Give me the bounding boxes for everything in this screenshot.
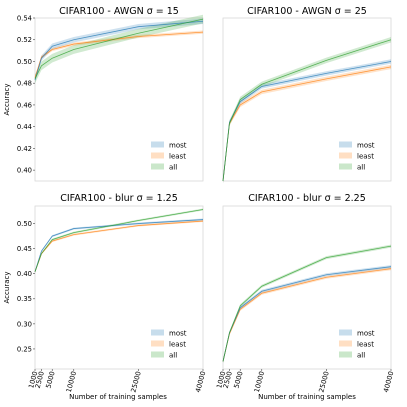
y-tick-label: 0.42 [17,145,32,153]
legend-swatch-all [151,351,164,358]
x-axis-label-left: Number of training samples [69,393,167,401]
panel-awgn-25: CIFAR100 - AWGN σ = 25 most least all [222,6,392,184]
plot-frame [34,17,204,182]
band-most [35,18,203,83]
y-tick-label: 0.50 [17,220,32,228]
chart-title: CIFAR100 - blur σ = 2.25 [248,193,366,204]
band-most [223,59,391,184]
x-tick-label: 5000 [44,370,56,389]
legend-label-most: most [169,329,187,337]
legend-label-most: most [357,329,375,337]
y-tick-label: 0.50 [17,58,32,66]
legend-label-all: all [169,163,177,171]
series-line-all [222,245,392,362]
panel-awgn-15: CIFAR100 - AWGN σ = 15 0.40 0.42 0.44 0.46 0.… [3,6,204,182]
band-least [223,267,391,363]
band-least [35,220,203,273]
band-most [35,218,203,273]
x-tick-label: 40000 [382,370,395,393]
legend-label-all: all [357,351,365,359]
band-all [35,208,203,273]
y-tick-label: 0.48 [17,80,32,88]
chart-title: CIFAR100 - blur σ = 1.25 [60,193,178,204]
y-tick-label: 0.52 [17,36,32,44]
legend-label-all: all [169,351,177,359]
legend-swatch-least [151,152,164,159]
series-line-most [34,219,204,272]
legend-label-most: most [357,141,375,149]
legend-swatch-least [339,340,352,347]
y-tick-label: 0.54 [17,14,32,22]
x-tick-label: 25000 [317,370,330,393]
y-tick-label: 0.40 [17,270,32,278]
plot-frame [222,205,392,370]
x-tick-label: 10000 [253,370,266,393]
series-line-most [34,20,204,81]
legend-label-most: most [169,141,187,149]
legend-label-least: least [169,152,186,160]
band-all [35,14,203,84]
chart-title: CIFAR100 - AWGN σ = 25 [247,6,367,17]
y-tick-label: 0.35 [17,295,32,303]
plot-frame [34,205,204,370]
x-axis-label: Number of training samples [258,393,356,401]
legend-label-all: all [357,163,365,171]
y-tick-label: 0.25 [17,345,32,353]
x-tick-label: 5000 [232,370,244,389]
y-tick-label: 0.30 [17,320,32,328]
y-tick-label: 0.44 [17,123,32,131]
legend-label-least: least [169,340,186,348]
series-line-all [34,18,204,80]
series-line-least [34,220,204,272]
band-most [223,265,391,363]
legend-swatch-all [151,163,164,170]
band-all [223,37,391,184]
x-tick-label: 10000 [65,370,78,393]
y-tick-label: 0.45 [17,245,32,253]
x-tick-label: 25000 [129,370,142,393]
legend-swatch-all [339,351,352,358]
panel-blur-1-25: CIFAR100 - blur σ = 1.25 0.25 0.30 0.35 0.40… [3,193,207,393]
series-line-all [34,209,204,272]
y-tick-label: 0.40 [17,167,32,175]
y-tick-label: 0.46 [17,101,32,109]
x-tick-label: 40000 [194,370,207,393]
legend-swatch-least [339,152,352,159]
legend-swatch-most [151,329,164,336]
legend-label-least: least [357,340,374,348]
legend-swatch-most [339,141,352,148]
series-line-all [222,39,392,182]
legend-swatch-most [339,329,352,336]
legend-label-least: least [357,152,374,160]
legend-swatch-all [339,163,352,170]
plot-frame [222,17,392,182]
legend-swatch-least [151,340,164,347]
y-axis-label: Accuracy [3,84,11,116]
legend-swatch-most [151,141,164,148]
y-axis-label: Accuracy [3,272,11,304]
chart-title: CIFAR100 - AWGN σ = 15 [59,6,179,17]
band-least [35,30,203,80]
